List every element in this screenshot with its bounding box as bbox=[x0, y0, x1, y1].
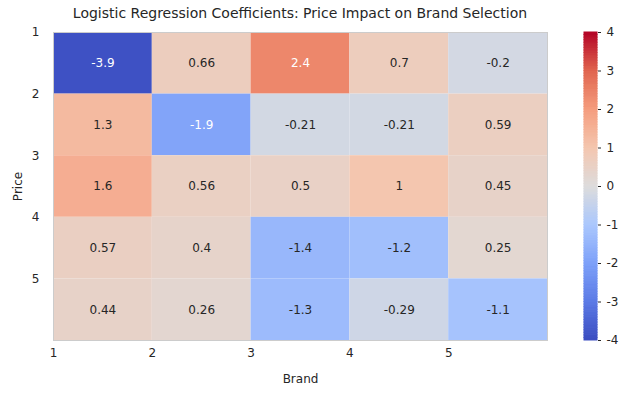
svg-text:0.26: 0.26 bbox=[188, 303, 215, 317]
svg-text:2: 2 bbox=[148, 346, 156, 360]
svg-text:1: 1 bbox=[50, 346, 58, 360]
svg-text:0.59: 0.59 bbox=[485, 118, 512, 132]
svg-text:3: 3 bbox=[607, 64, 615, 78]
svg-text:-0.21: -0.21 bbox=[285, 118, 316, 132]
svg-text:0.66: 0.66 bbox=[188, 56, 215, 70]
svg-text:0: 0 bbox=[607, 179, 615, 193]
svg-text:1: 1 bbox=[32, 26, 40, 39]
svg-text:Price: Price bbox=[11, 172, 25, 201]
svg-text:0.7: 0.7 bbox=[390, 56, 409, 70]
svg-text:-1: -1 bbox=[607, 218, 619, 232]
svg-text:0.5: 0.5 bbox=[291, 179, 310, 193]
svg-text:4: 4 bbox=[607, 26, 615, 39]
svg-text:4: 4 bbox=[346, 346, 354, 360]
svg-text:-4: -4 bbox=[607, 333, 619, 347]
svg-text:2: 2 bbox=[607, 102, 615, 116]
svg-text:2: 2 bbox=[32, 87, 40, 101]
svg-text:-1.4: -1.4 bbox=[289, 241, 312, 255]
svg-text:0.44: 0.44 bbox=[90, 303, 117, 317]
svg-text:0.56: 0.56 bbox=[188, 179, 215, 193]
svg-text:0.25: 0.25 bbox=[485, 241, 512, 255]
svg-text:-1.3: -1.3 bbox=[289, 303, 312, 317]
svg-text:-0.2: -0.2 bbox=[486, 56, 509, 70]
svg-text:0.45: 0.45 bbox=[485, 179, 512, 193]
svg-text:1.3: 1.3 bbox=[93, 118, 112, 132]
svg-text:1.6: 1.6 bbox=[93, 179, 112, 193]
svg-text:-3.9: -3.9 bbox=[91, 56, 114, 70]
svg-text:-1.1: -1.1 bbox=[486, 303, 509, 317]
svg-text:5: 5 bbox=[32, 272, 40, 286]
svg-text:0.4: 0.4 bbox=[192, 241, 211, 255]
svg-text:Brand: Brand bbox=[283, 372, 319, 386]
svg-text:1: 1 bbox=[607, 141, 615, 155]
svg-text:5: 5 bbox=[445, 346, 453, 360]
html-text:Logistic Regression Coefficien: Logistic Regression Coefficients: Price … bbox=[72, 5, 528, 21]
svg-text:-1.2: -1.2 bbox=[388, 241, 411, 255]
svg-text:-2: -2 bbox=[607, 256, 619, 270]
svg-text:-3: -3 bbox=[607, 295, 619, 309]
svg-text:3: 3 bbox=[247, 346, 255, 360]
svg-text:-1.9: -1.9 bbox=[190, 118, 213, 132]
svg-text:3: 3 bbox=[32, 149, 40, 163]
svg-text:1: 1 bbox=[395, 179, 403, 193]
svg-text:4: 4 bbox=[32, 210, 40, 224]
svg-text:0.57: 0.57 bbox=[90, 241, 117, 255]
svg-text:2.4: 2.4 bbox=[291, 56, 310, 70]
svg-text:-0.21: -0.21 bbox=[384, 118, 415, 132]
svg-text:-0.29: -0.29 bbox=[384, 303, 415, 317]
